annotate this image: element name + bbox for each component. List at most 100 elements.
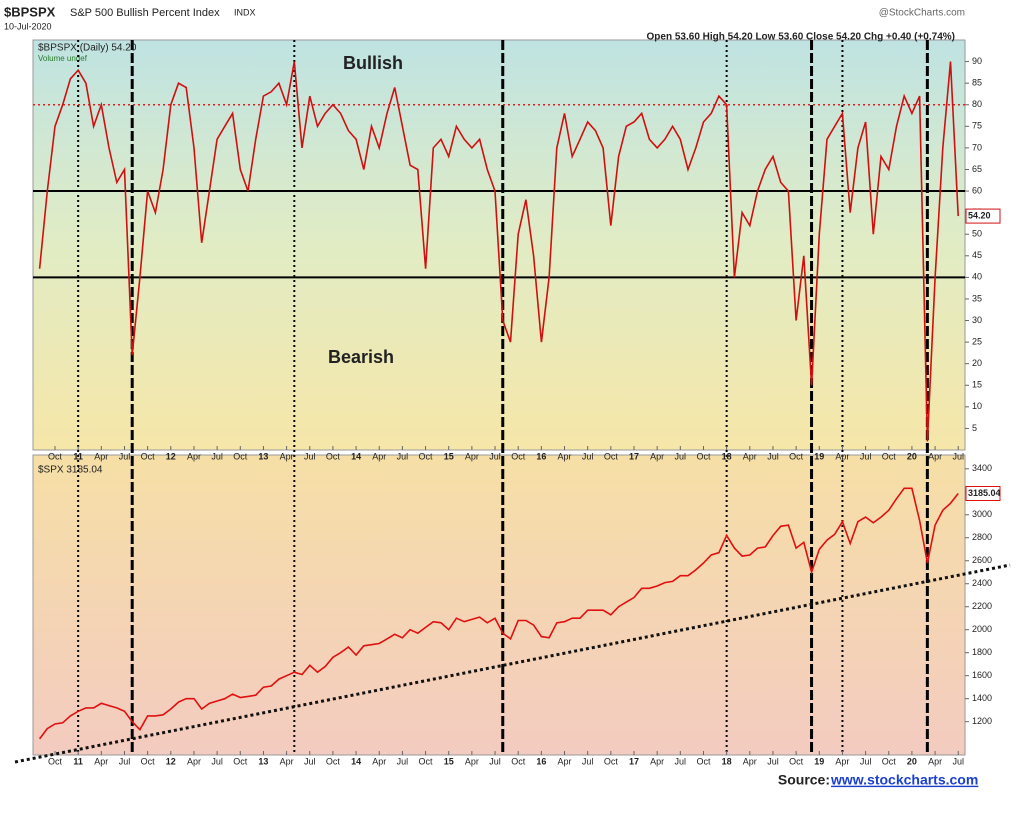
x-tick-label: Oct xyxy=(696,756,711,766)
x-tick-label: Apr xyxy=(94,451,108,461)
x-tick-label: 19 xyxy=(814,451,824,461)
x-tick-label: Jul xyxy=(582,756,594,766)
exchange: INDX xyxy=(234,7,256,17)
x-tick-label: Oct xyxy=(233,756,248,766)
annotation: Bearish xyxy=(328,347,394,367)
x-tick-label: Oct xyxy=(882,756,897,766)
y-tick-label: 75 xyxy=(972,121,982,131)
x-tick-label: Apr xyxy=(928,756,942,766)
bottom-panel xyxy=(32,454,966,756)
x-tick-label: Oct xyxy=(419,451,434,461)
y-tick-label: 1600 xyxy=(972,670,992,680)
x-tick-label: 14 xyxy=(351,756,361,766)
x-tick-label: 20 xyxy=(907,756,917,766)
x-tick-label: Oct xyxy=(696,451,711,461)
x-tick-label: Oct xyxy=(789,451,804,461)
x-tick-label: Jul xyxy=(211,451,223,461)
y-tick-label: 10 xyxy=(972,401,982,411)
x-tick-label: 14 xyxy=(351,451,361,461)
x-tick-label: Oct xyxy=(511,451,526,461)
symbol: $BPSPX xyxy=(4,4,56,19)
x-tick-label: Jul xyxy=(952,451,964,461)
x-tick-label: Apr xyxy=(465,451,479,461)
x-tick-label: Apr xyxy=(372,451,386,461)
y-tick-label: 1800 xyxy=(972,647,992,657)
quote: Open 53.60 High 54.20 Low 53.60 Close 54… xyxy=(647,32,955,43)
y-tick-label: 3000 xyxy=(972,509,992,519)
value-tag xyxy=(965,208,1001,224)
x-tick-label: Jul xyxy=(119,756,131,766)
x-tick-label: Jul xyxy=(767,451,779,461)
y-tick-label: 90 xyxy=(972,56,982,66)
y-tick-label: 15 xyxy=(972,380,982,390)
y-tick-label: 50 xyxy=(972,229,982,239)
x-tick-label: Jul xyxy=(860,756,872,766)
x-tick-label: Oct xyxy=(604,451,619,461)
y-tick-label: 1200 xyxy=(972,716,992,726)
annotation: Bullish xyxy=(343,53,403,73)
x-tick-label: Jul xyxy=(675,756,687,766)
x-tick-label: Apr xyxy=(743,756,757,766)
x-tick-label: Jul xyxy=(489,756,501,766)
x-tick-label: 11 xyxy=(73,756,83,766)
x-tick-label: Apr xyxy=(372,756,386,766)
x-tick-label: Jul xyxy=(304,756,316,766)
index-name: S&P 500 Bullish Percent Index xyxy=(70,7,220,19)
y-tick-label: 2000 xyxy=(972,624,992,634)
x-tick-label: Jul xyxy=(675,451,687,461)
y-tick-label: 85 xyxy=(972,78,982,88)
source-link[interactable]: www.stockcharts.com xyxy=(830,772,978,788)
sublegend: Volume undef xyxy=(38,54,88,63)
y-tick-label: 2200 xyxy=(972,601,992,611)
x-tick-label: 15 xyxy=(444,756,454,766)
date: 10-Jul-2020 xyxy=(4,21,52,31)
y-tick-label: 60 xyxy=(972,185,982,195)
x-tick-label: 20 xyxy=(907,451,917,461)
x-tick-label: Apr xyxy=(650,451,664,461)
x-tick-label: Oct xyxy=(604,756,619,766)
x-tick-label: 16 xyxy=(536,451,546,461)
y-tick-label: 1400 xyxy=(972,693,992,703)
value-tag-label: 54.20 xyxy=(968,210,991,220)
x-tick-label: Jul xyxy=(582,451,594,461)
value-tag-label: 3185.04 xyxy=(968,488,1001,498)
x-tick-label: Apr xyxy=(187,756,201,766)
x-tick-label: Oct xyxy=(326,756,341,766)
y-tick-label: 5 xyxy=(972,423,977,433)
x-tick-label: Jul xyxy=(397,451,409,461)
x-tick-label: Oct xyxy=(789,756,804,766)
x-tick-label: 17 xyxy=(629,451,639,461)
x-tick-label: 12 xyxy=(166,451,176,461)
x-tick-label: Apr xyxy=(558,756,572,766)
x-tick-label: 13 xyxy=(258,756,268,766)
x-tick-label: Jul xyxy=(211,756,223,766)
y-tick-label: 70 xyxy=(972,142,982,152)
x-tick-label: Apr xyxy=(280,756,294,766)
x-tick-label: Jul xyxy=(489,451,501,461)
x-tick-label: 19 xyxy=(814,756,824,766)
x-tick-label: Oct xyxy=(233,451,248,461)
y-tick-label: 80 xyxy=(972,99,982,109)
brand: @StockCharts.com xyxy=(879,8,965,19)
x-tick-label: Jul xyxy=(860,451,872,461)
y-tick-label: 2600 xyxy=(972,555,992,565)
x-tick-label: Apr xyxy=(743,451,757,461)
x-tick-label: Jul xyxy=(767,756,779,766)
x-tick-label: Apr xyxy=(187,451,201,461)
x-tick-label: 18 xyxy=(722,756,732,766)
x-tick-label: Jul xyxy=(304,451,316,461)
y-tick-label: 35 xyxy=(972,293,982,303)
x-tick-label: Oct xyxy=(326,451,341,461)
x-tick-label: Apr xyxy=(835,756,849,766)
x-tick-label: Jul xyxy=(119,451,131,461)
x-tick-label: Oct xyxy=(141,756,156,766)
y-tick-label: 2400 xyxy=(972,578,992,588)
y-tick-label: 3400 xyxy=(972,463,992,473)
x-tick-label: Oct xyxy=(511,756,526,766)
x-tick-label: Apr xyxy=(94,756,108,766)
x-tick-label: Oct xyxy=(141,451,156,461)
legend: $SPX 3185.04 xyxy=(38,465,103,476)
series-line xyxy=(38,487,959,740)
